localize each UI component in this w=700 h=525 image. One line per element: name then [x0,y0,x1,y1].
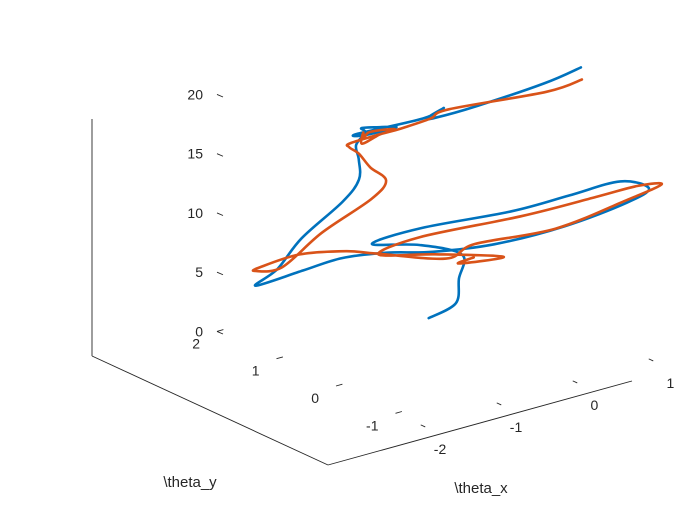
z-tick-mark [216,93,224,98]
z-tick-mark [216,271,224,276]
y-tick-mark [335,383,343,387]
series-layer [251,66,664,320]
z-tick-label: 15 [187,146,203,162]
y-tick-mark [395,411,403,414]
x-tick-mark [420,424,426,428]
z-tick-mark [216,330,224,335]
z-tick-label: 5 [195,264,203,280]
z-tick-label: 20 [187,86,203,102]
x-tick-label: -2 [434,441,447,457]
y-tick-mark [216,329,224,332]
z-tick-mark [216,212,224,216]
x-axis-line [327,380,633,466]
x-tick-label: 0 [590,397,598,413]
y-axis-line [91,355,329,466]
axes [91,119,633,466]
y-axis-label: \theta_y [163,474,217,491]
series-line-2 [251,78,664,273]
x-tick-mark [496,402,502,406]
x-tick-label: -1 [510,419,523,435]
y-tick-label: 1 [252,363,260,379]
series-line-1 [253,66,651,320]
x-tick-mark [648,358,654,362]
y-tick-label: 2 [192,335,200,351]
y-tick-label: 0 [311,390,319,406]
x-tick-mark [572,380,578,384]
z-tick-label: 0 [195,323,203,339]
x-axis-label: \theta_x [454,480,508,497]
x-tick-label: 1 [666,375,674,391]
z-tick-label: 10 [187,205,203,221]
z-tick-mark [216,153,224,157]
y-tick-mark [276,356,284,360]
y-tick-label: -1 [366,417,379,433]
